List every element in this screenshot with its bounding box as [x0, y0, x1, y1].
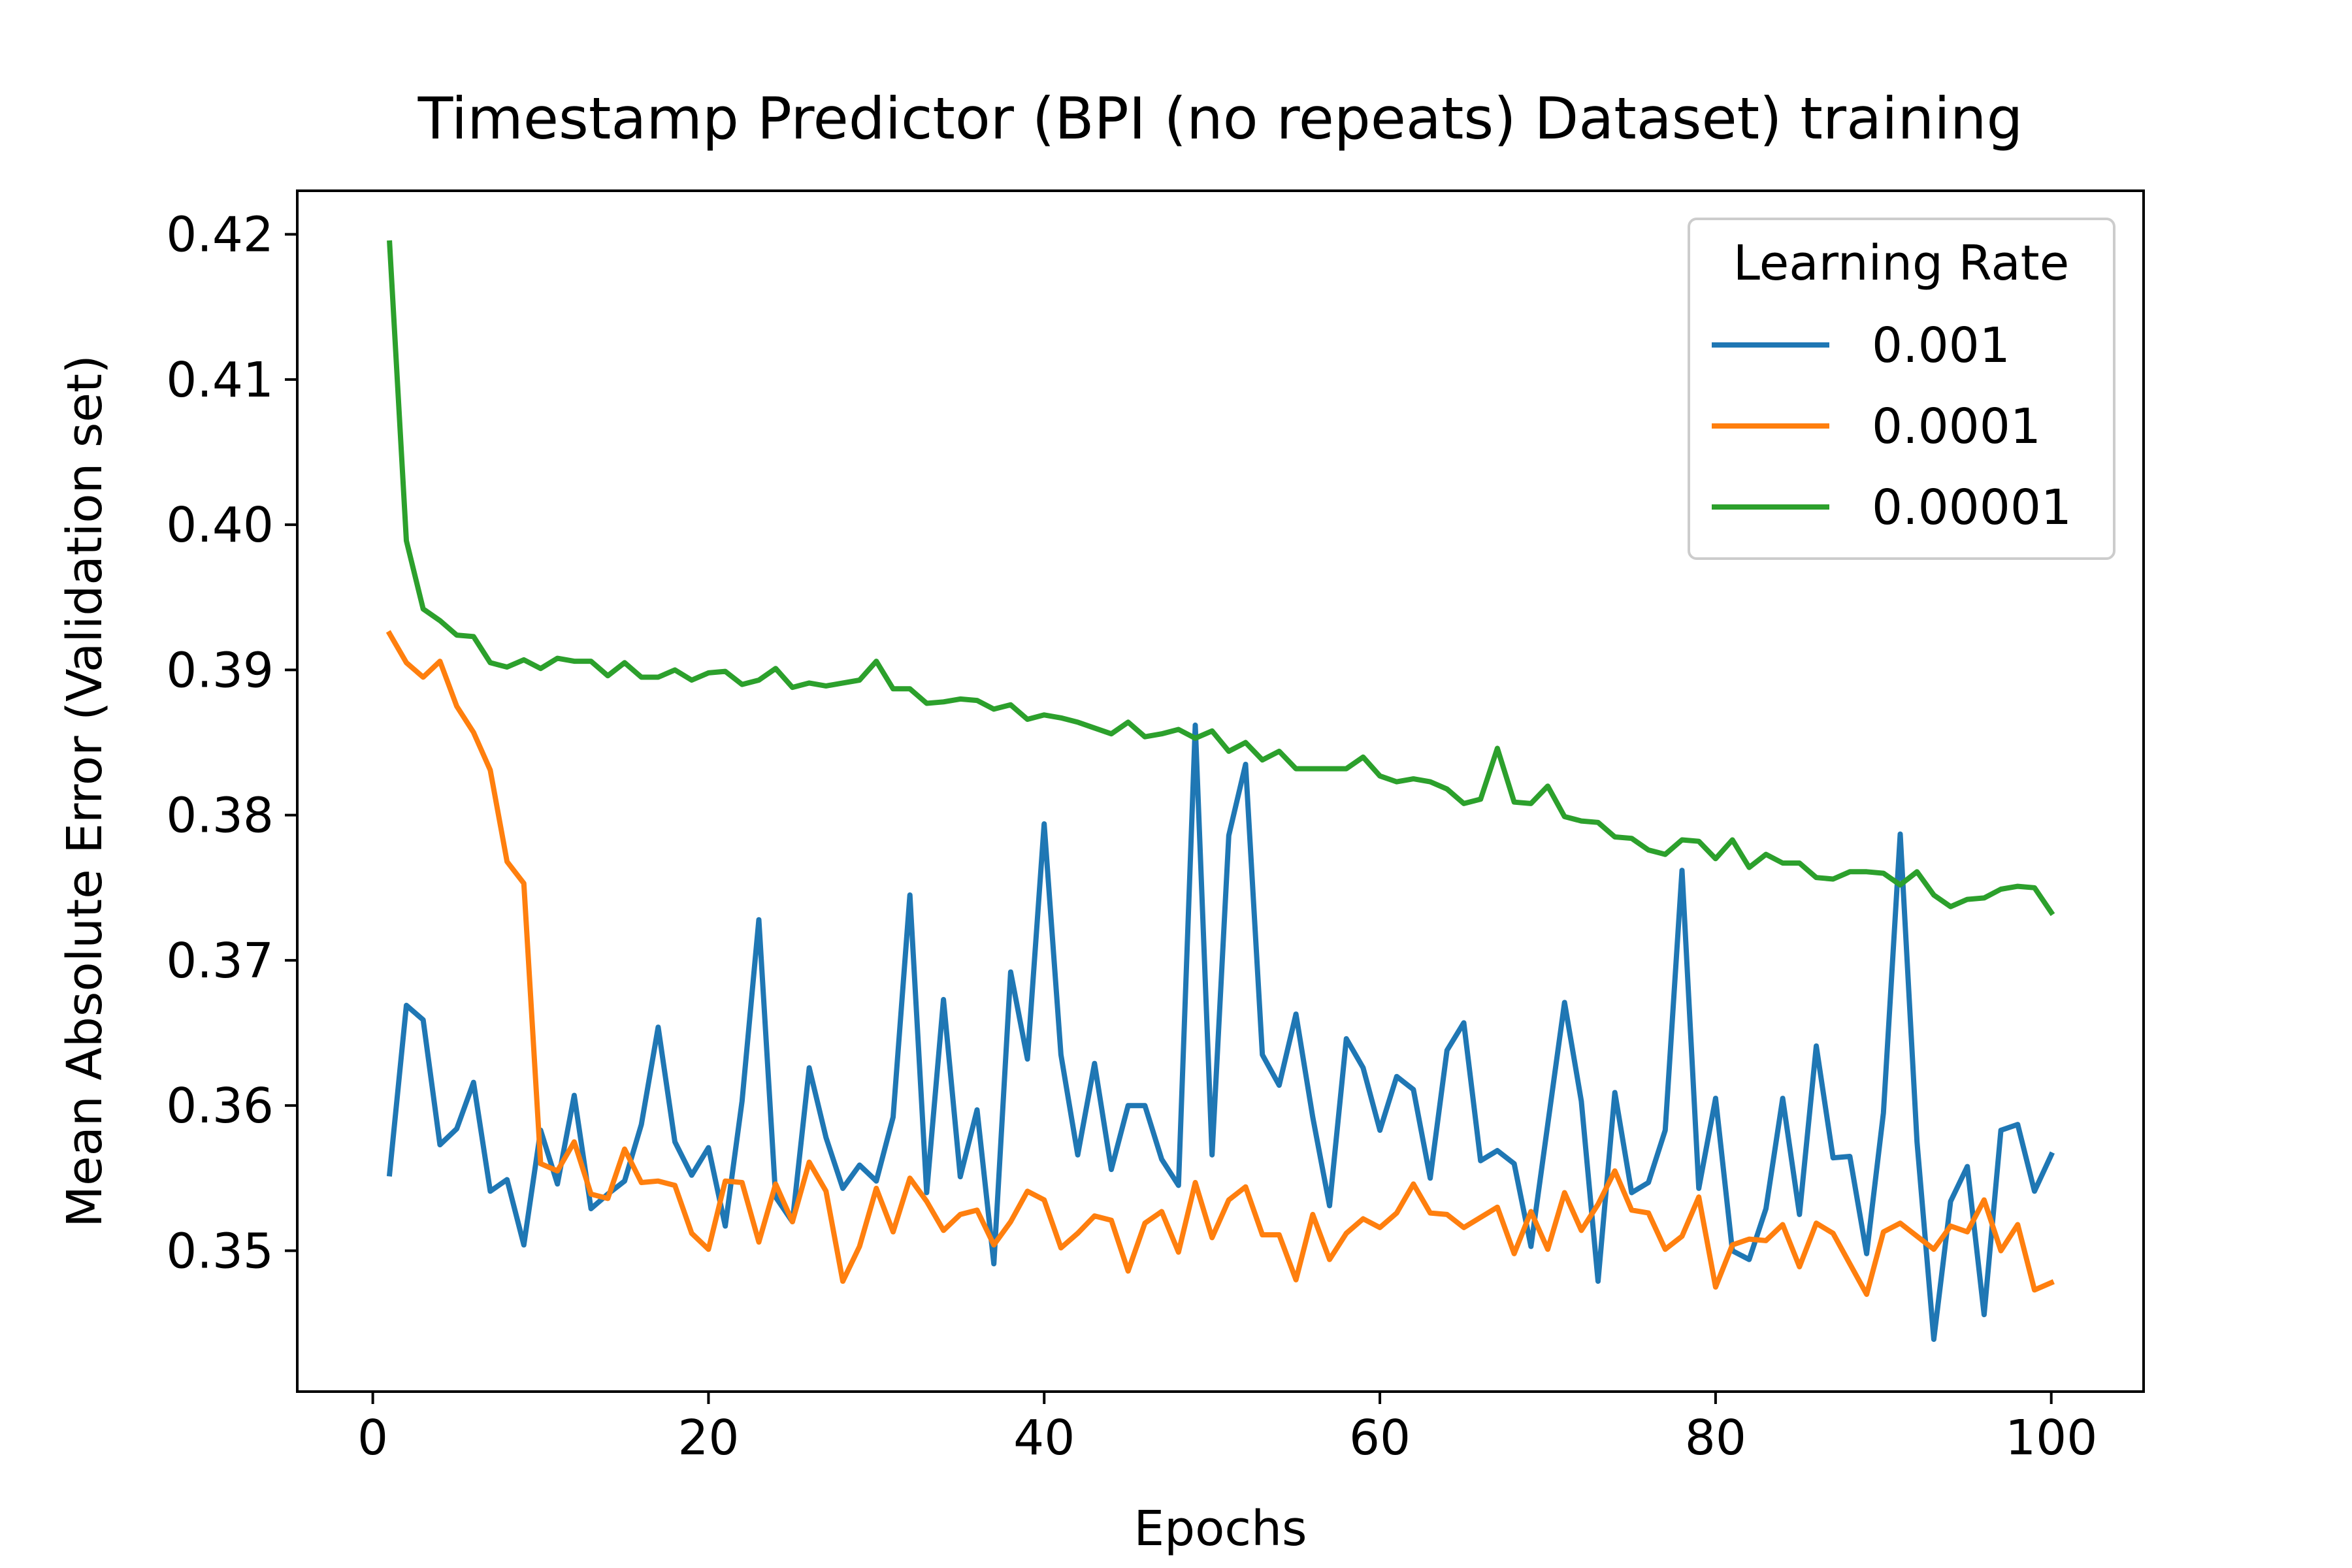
y-axis: 0.35 0.36 0.37 0.38 0.39 0.40 0.41 0.42 — [166, 207, 297, 1279]
series-line-0 — [386, 722, 2055, 1342]
series-group — [385, 240, 2055, 1342]
y-tick-label: 0.38 — [166, 788, 274, 844]
x-tick-label: 80 — [1685, 1410, 1746, 1466]
x-tick-label: 0 — [357, 1410, 388, 1466]
x-tick-label: 100 — [2005, 1410, 2097, 1466]
x-tick-label: 60 — [1349, 1410, 1411, 1466]
series-line-2 — [387, 240, 2055, 917]
chart-title: Timestamp Predictor (BPI (no repeats) Da… — [417, 85, 2023, 152]
y-tick-label: 0.35 — [166, 1223, 274, 1279]
plot-frame — [296, 189, 2145, 1393]
x-axis-label: Epochs — [1134, 1501, 1307, 1557]
y-axis-label: Mean Absolute Error (Validation set) — [57, 355, 113, 1228]
legend-entries: 0.001 0.0001 0.00001 — [1712, 318, 2072, 536]
legend-label-0: 0.001 — [1872, 318, 2010, 374]
y-tick-label: 0.39 — [166, 642, 274, 698]
x-tick-label: 40 — [1013, 1410, 1075, 1466]
y-tick-label: 0.40 — [166, 497, 274, 553]
legend-box — [1688, 218, 2115, 560]
plot-area — [296, 189, 2145, 1393]
x-tick-label: 20 — [678, 1410, 739, 1466]
legend-title: Learning Rate — [1733, 235, 2069, 291]
y-tick-label: 0.41 — [166, 352, 274, 408]
y-tick-label: 0.36 — [166, 1078, 274, 1134]
legend: Learning Rate 0.001 0.0001 0.00001 — [1688, 218, 2115, 560]
y-tick-label: 0.37 — [166, 933, 274, 989]
series-line-1 — [385, 630, 2055, 1298]
legend-label-2: 0.00001 — [1872, 480, 2072, 536]
x-axis: 0 20 40 60 80 100 — [357, 1392, 2097, 1466]
legend-label-1: 0.0001 — [1872, 399, 2041, 455]
y-tick-label: 0.42 — [166, 207, 274, 263]
